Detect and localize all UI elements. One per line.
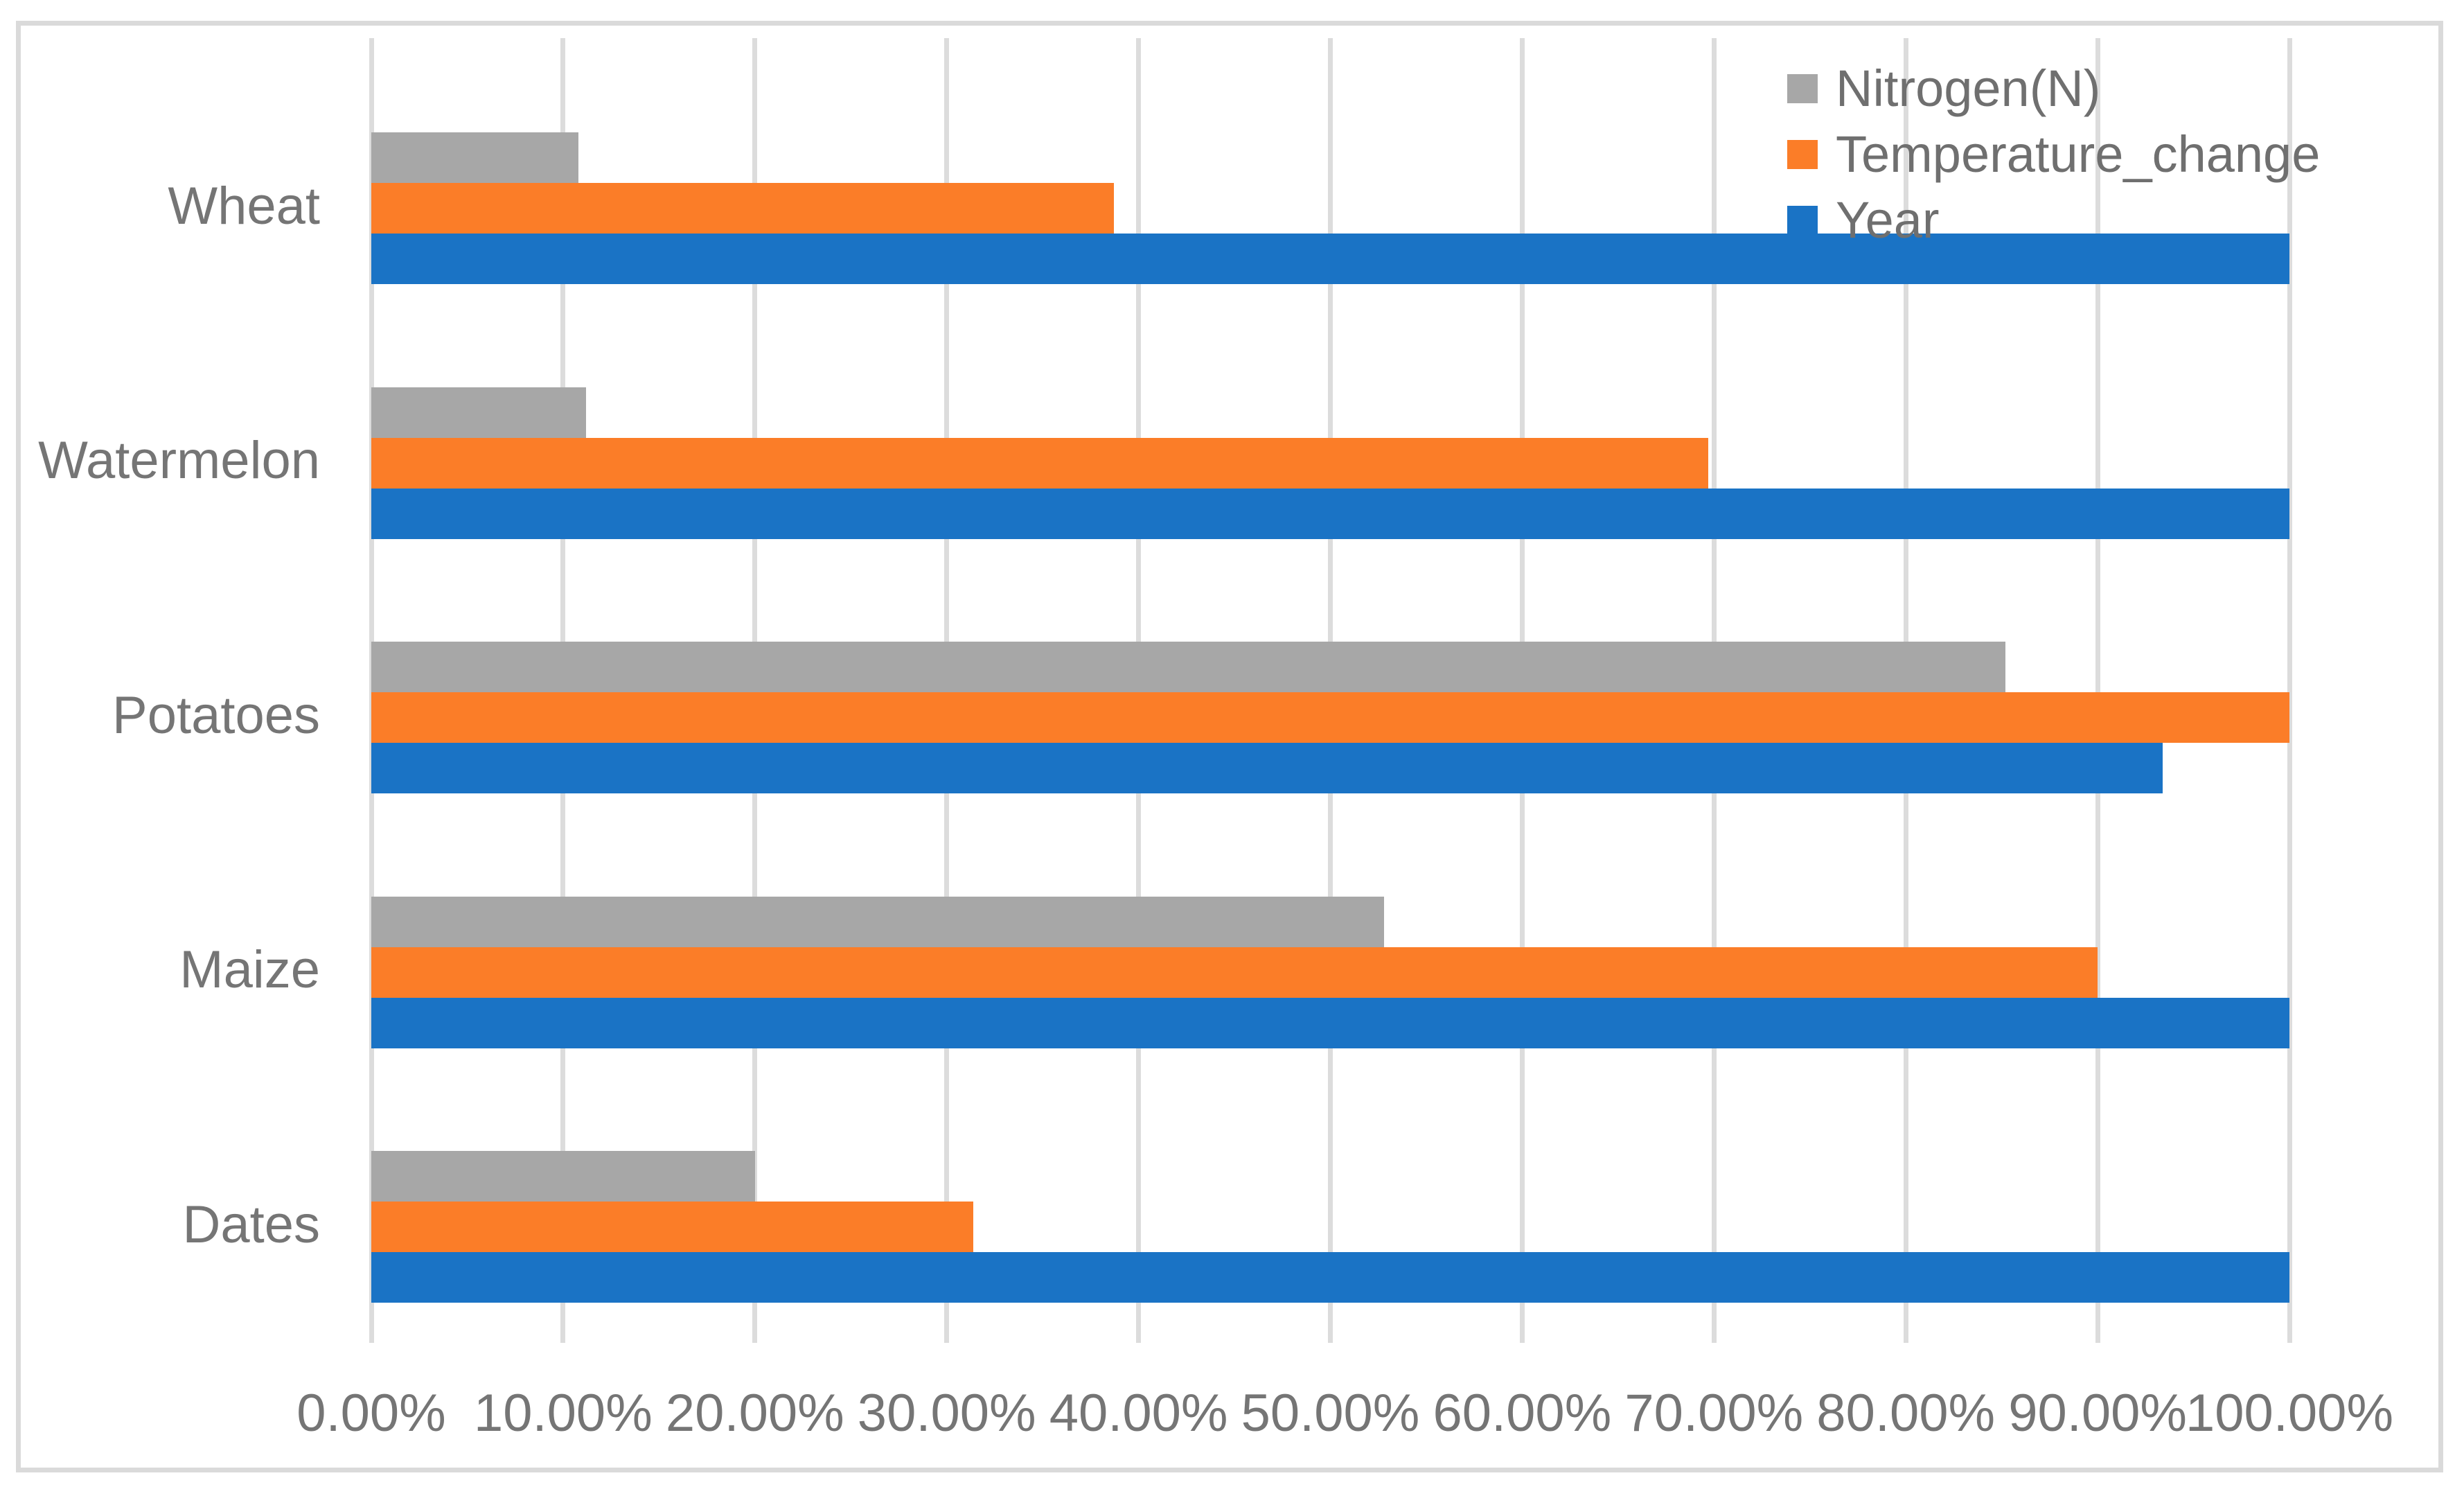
bar-maize-year [371, 997, 2289, 1048]
bar-wheat-nitrogen-n [371, 132, 579, 183]
bar-dates-temperature-change [371, 1202, 974, 1252]
x-tick-label-10pct: 10.00% [474, 1384, 653, 1443]
bar-wheat-temperature-change [371, 183, 1114, 234]
legend-label: Year [1836, 191, 1940, 249]
bar-watermelon-temperature-change [371, 437, 1708, 489]
x-tick-label-100pct: 100.00% [2185, 1384, 2394, 1443]
bar-potatoes-temperature-change [371, 692, 2289, 743]
legend-item-year: Year [1787, 193, 1940, 248]
bar-dates-year [371, 1252, 2289, 1303]
legend-label: Nitrogen(N) [1836, 60, 2101, 117]
bar-dates-nitrogen-n [371, 1151, 755, 1202]
x-tick-label-80pct: 80.00% [1816, 1384, 1996, 1443]
x-tick-label-70pct: 70.00% [1624, 1384, 1804, 1443]
category-label-maize: Maize [179, 940, 320, 1000]
bar-watermelon-nitrogen-n [371, 387, 587, 438]
legend-item-nitrogen-n: Nitrogen(N) [1787, 61, 2100, 116]
legend-swatch-icon [1787, 140, 1818, 169]
category-label-watermelon: Watermelon [38, 431, 320, 491]
legend-item-temperature-change: Temperature_change [1787, 127, 2320, 182]
bar-potatoes-nitrogen-n [371, 642, 2006, 692]
legend-swatch-icon [1787, 74, 1818, 103]
x-tick-label-40pct: 40.00% [1049, 1384, 1228, 1443]
bar-watermelon-year [371, 488, 2289, 539]
x-tick-label-50pct: 50.00% [1241, 1384, 1420, 1443]
legend-label: Temperature_change [1836, 125, 2321, 183]
x-tick-label-60pct: 60.00% [1433, 1384, 1612, 1443]
bar-maize-nitrogen-n [371, 896, 1385, 947]
x-tick-label-0pct: 0.00% [296, 1384, 446, 1443]
gridline-90pct [2095, 38, 2100, 1343]
bar-wheat-year [371, 234, 2289, 284]
bar-maize-temperature-change [371, 947, 2098, 998]
x-tick-label-30pct: 30.00% [857, 1384, 1036, 1443]
x-tick-label-90pct: 90.00% [2008, 1384, 2187, 1443]
x-tick-label-20pct: 20.00% [665, 1384, 844, 1443]
category-label-potatoes: Potatoes [112, 685, 320, 745]
category-label-wheat: Wheat [168, 176, 320, 236]
bar-potatoes-year [371, 743, 2163, 793]
category-label-dates: Dates [182, 1195, 320, 1254]
gridline-100pct [2287, 38, 2292, 1343]
legend-swatch-icon [1787, 206, 1818, 235]
plot-area [369, 38, 2292, 1343]
